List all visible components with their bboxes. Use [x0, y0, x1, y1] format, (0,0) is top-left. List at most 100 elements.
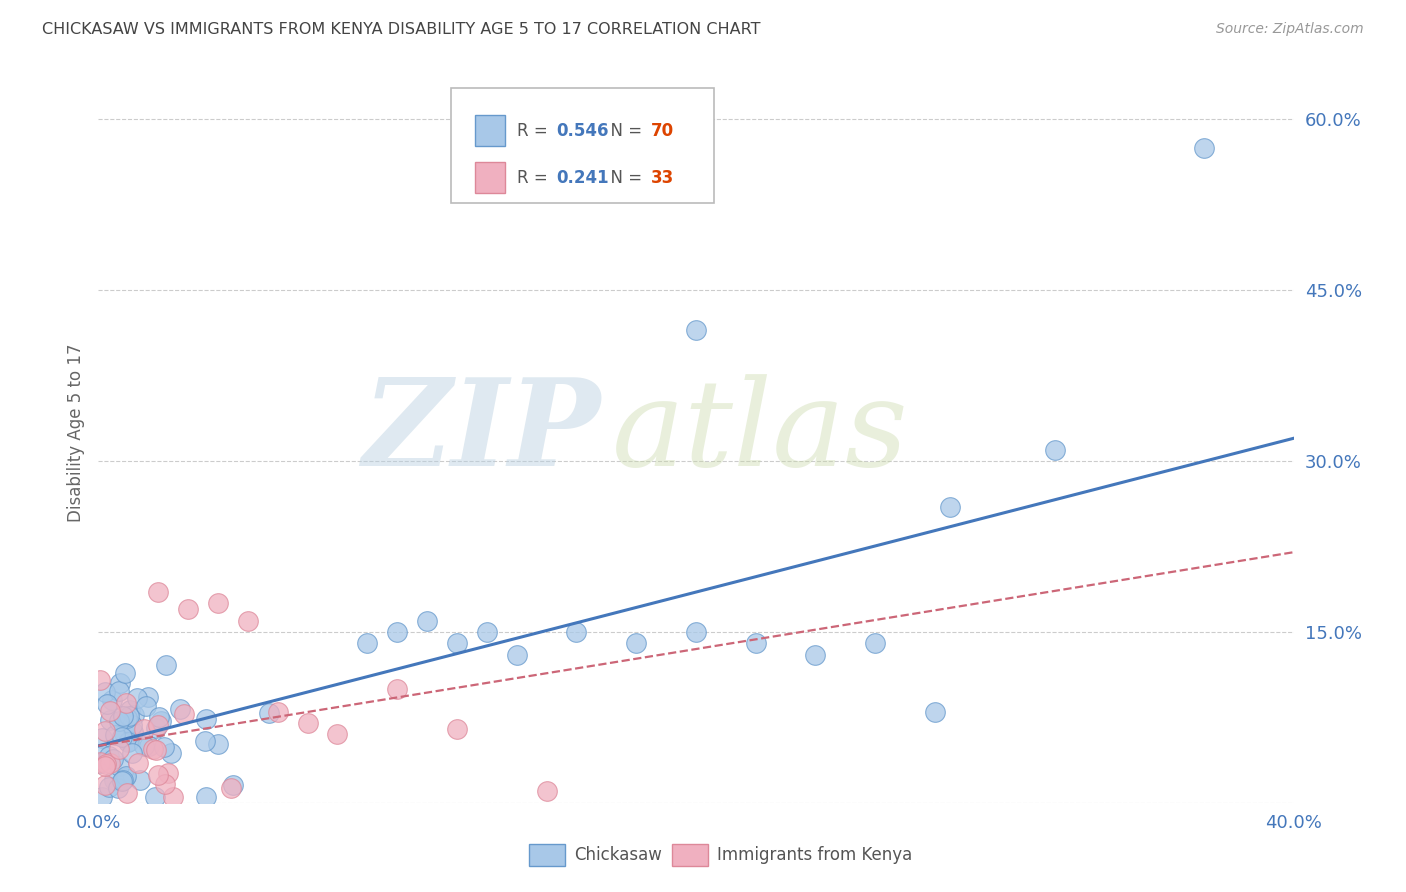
- FancyBboxPatch shape: [451, 88, 714, 203]
- Point: [90, 790, 112, 805]
- Point: [118, 709, 141, 723]
- Text: 0.241: 0.241: [557, 169, 609, 186]
- Point: [155, 777, 177, 791]
- Point: [142, 742, 165, 756]
- Point: [385, 624, 409, 639]
- Point: [136, 690, 159, 705]
- Point: [98, 713, 121, 727]
- Point: [446, 636, 468, 650]
- Point: [207, 597, 229, 611]
- Point: [127, 756, 149, 770]
- Point: [118, 734, 141, 748]
- Point: [101, 693, 124, 707]
- Point: [114, 772, 136, 786]
- Point: [108, 758, 131, 772]
- Point: [98, 704, 121, 718]
- Point: [153, 740, 176, 755]
- Point: [108, 714, 131, 728]
- FancyBboxPatch shape: [475, 115, 505, 146]
- FancyBboxPatch shape: [529, 844, 565, 866]
- Point: [195, 712, 218, 726]
- Point: [111, 708, 134, 723]
- Point: [97, 748, 120, 763]
- Point: [745, 636, 768, 650]
- Point: [108, 684, 131, 698]
- Point: [108, 741, 131, 756]
- Point: [297, 716, 319, 731]
- Point: [194, 734, 217, 748]
- Y-axis label: Disability Age 5 to 17: Disability Age 5 to 17: [66, 343, 84, 522]
- Point: [122, 725, 145, 739]
- Point: [98, 780, 121, 795]
- Text: Immigrants from Kenya: Immigrants from Kenya: [717, 846, 912, 863]
- Point: [685, 323, 707, 337]
- Text: 0.546: 0.546: [557, 121, 609, 140]
- Point: [194, 790, 217, 805]
- FancyBboxPatch shape: [475, 162, 505, 194]
- Point: [115, 711, 138, 725]
- Point: [157, 766, 180, 780]
- Point: [160, 746, 183, 760]
- Text: atlas: atlas: [613, 374, 910, 491]
- Point: [112, 772, 135, 787]
- Point: [89, 756, 111, 770]
- Point: [162, 790, 184, 805]
- Point: [107, 781, 129, 796]
- Point: [924, 705, 946, 719]
- Point: [207, 737, 229, 751]
- Text: 70: 70: [651, 121, 673, 140]
- Point: [114, 666, 136, 681]
- Point: [89, 756, 111, 770]
- Point: [125, 690, 148, 705]
- Point: [115, 769, 138, 783]
- Text: N =: N =: [600, 169, 648, 186]
- Point: [132, 739, 155, 753]
- Point: [91, 731, 114, 745]
- Point: [222, 778, 245, 792]
- Point: [121, 718, 143, 732]
- Point: [149, 714, 172, 728]
- Point: [177, 602, 200, 616]
- Point: [117, 735, 139, 749]
- Point: [128, 773, 150, 788]
- Point: [111, 731, 134, 745]
- Point: [219, 780, 242, 795]
- Point: [259, 706, 281, 720]
- Point: [416, 614, 439, 628]
- Point: [939, 500, 962, 514]
- Point: [267, 705, 290, 719]
- Point: [111, 774, 134, 789]
- Point: [94, 723, 117, 738]
- Point: [94, 685, 117, 699]
- Text: 33: 33: [651, 169, 673, 186]
- Point: [114, 696, 136, 710]
- Text: R =: R =: [517, 121, 553, 140]
- Point: [446, 722, 468, 736]
- Point: [169, 702, 191, 716]
- Point: [536, 784, 558, 798]
- Point: [96, 756, 118, 771]
- Point: [1043, 442, 1066, 457]
- Point: [385, 681, 409, 696]
- Point: [146, 718, 169, 732]
- Point: [326, 727, 349, 741]
- Point: [173, 706, 195, 721]
- Point: [143, 790, 166, 805]
- Point: [145, 721, 167, 735]
- Point: [115, 786, 138, 800]
- Point: [1192, 141, 1215, 155]
- Point: [112, 726, 135, 740]
- Point: [475, 624, 498, 639]
- Point: [108, 676, 131, 690]
- Point: [155, 657, 177, 672]
- Point: [138, 739, 160, 753]
- Point: [135, 699, 157, 714]
- Text: ZIP: ZIP: [363, 374, 600, 491]
- Point: [506, 648, 529, 662]
- Point: [804, 648, 827, 662]
- Point: [118, 703, 141, 717]
- Point: [356, 636, 378, 650]
- Point: [132, 722, 155, 736]
- Point: [685, 624, 707, 639]
- Point: [94, 778, 117, 792]
